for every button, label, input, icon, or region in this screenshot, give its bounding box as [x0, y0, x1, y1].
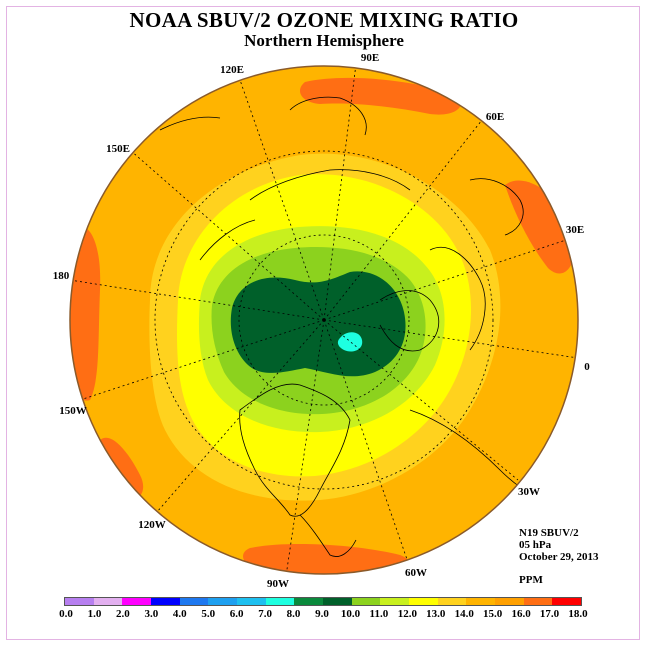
field-15-16-lowerleft: [99, 437, 144, 499]
colorbar-tick-label: 17.0: [539, 608, 560, 620]
lon-label-180: 180: [53, 270, 70, 282]
product-info: N19 SBUV/2 05 hPa October 29, 2013: [519, 527, 599, 563]
colorbar-swatch: [294, 598, 324, 605]
colorbar-swatch: [351, 598, 381, 605]
colorbar-swatch: [523, 598, 553, 605]
colorbar-tick-label: 3.0: [144, 608, 159, 620]
lon-label-150e: 150E: [106, 143, 130, 155]
map-title: NOAA SBUV/2 OZONE MIXING RATIO: [129, 8, 519, 32]
colorbar-tick-label: 10.0: [340, 608, 361, 620]
colorbar-tick-label: 5.0: [201, 608, 216, 620]
lon-label-0: 0: [584, 361, 590, 373]
colorbar-swatch: [237, 598, 266, 605]
colorbar-tick-label: 13.0: [426, 608, 446, 620]
colorbar-tick-label: 4.0: [172, 608, 187, 620]
colorbar-swatch: [151, 598, 180, 605]
colorbar-swatch: [65, 598, 94, 605]
lat-circle-60: [238, 234, 410, 406]
colorbar-tick-label: 8.0: [286, 608, 301, 620]
field-15-16-top: [300, 77, 461, 115]
colorbar-tick-label: 14.0: [454, 608, 474, 620]
colorbar-swatch: [93, 598, 123, 605]
units-label: PPM: [519, 574, 543, 586]
colorbar-swatch: [179, 598, 209, 605]
lat-circle-30: [154, 150, 494, 490]
colorbar-tick-label: 7.0: [258, 608, 272, 620]
lon-label-30e: 30E: [566, 224, 584, 236]
lon-label-120w: 120W: [138, 519, 166, 531]
colorbar-tick-label: 16.0: [511, 608, 531, 620]
colorbar-swatch: [437, 598, 467, 605]
lon-label-150w: 150W: [59, 405, 87, 417]
map-boundary: [69, 65, 579, 575]
colorbar-swatch: [409, 598, 438, 605]
colorbar: [64, 597, 582, 606]
lon-label-30w: 30W: [518, 486, 540, 498]
lon-label-60e: 60E: [486, 111, 504, 123]
pressure-level-label: 05 hPa: [519, 539, 552, 551]
colorbar-swatch: [380, 598, 410, 605]
colorbar-swatch: [552, 598, 582, 605]
colorbar-swatch: [323, 598, 352, 605]
colorbar-tick-label: 1.0: [87, 608, 102, 620]
colorbar-tick-label: 6.0: [229, 608, 244, 620]
colorbar-swatch: [208, 598, 238, 605]
colorbar-tick-label: 11.0: [369, 608, 389, 620]
lon-label-90w: 90W: [267, 578, 289, 590]
colorbar-tick-label: 18.0: [568, 608, 588, 620]
colorbar-tick-label: 2.0: [116, 608, 130, 620]
map-subtitle: Northern Hemisphere: [244, 31, 404, 50]
colorbar-swatch: [122, 598, 152, 605]
date-label: October 29, 2013: [519, 551, 599, 563]
lon-label-60w: 60W: [405, 567, 427, 579]
colorbar-tick-label: 15.0: [483, 608, 503, 620]
colorbar-swatch: [495, 598, 524, 605]
colorbar-swatch: [265, 598, 295, 605]
colorbar-swatch: [466, 598, 496, 605]
colorbar-tick-label: 9.0: [315, 608, 329, 620]
instrument-label: N19 SBUV/2: [519, 527, 579, 539]
plot-frame: [6, 6, 640, 640]
lon-label-120e: 120E: [220, 64, 244, 76]
meridians: [70, 66, 578, 574]
colorbar-tick-label: 12.0: [397, 608, 417, 620]
field-9-10: [230, 271, 406, 377]
colorbar-tick-label: 0.0: [59, 608, 73, 620]
lon-label-90e: 90E: [361, 52, 379, 64]
